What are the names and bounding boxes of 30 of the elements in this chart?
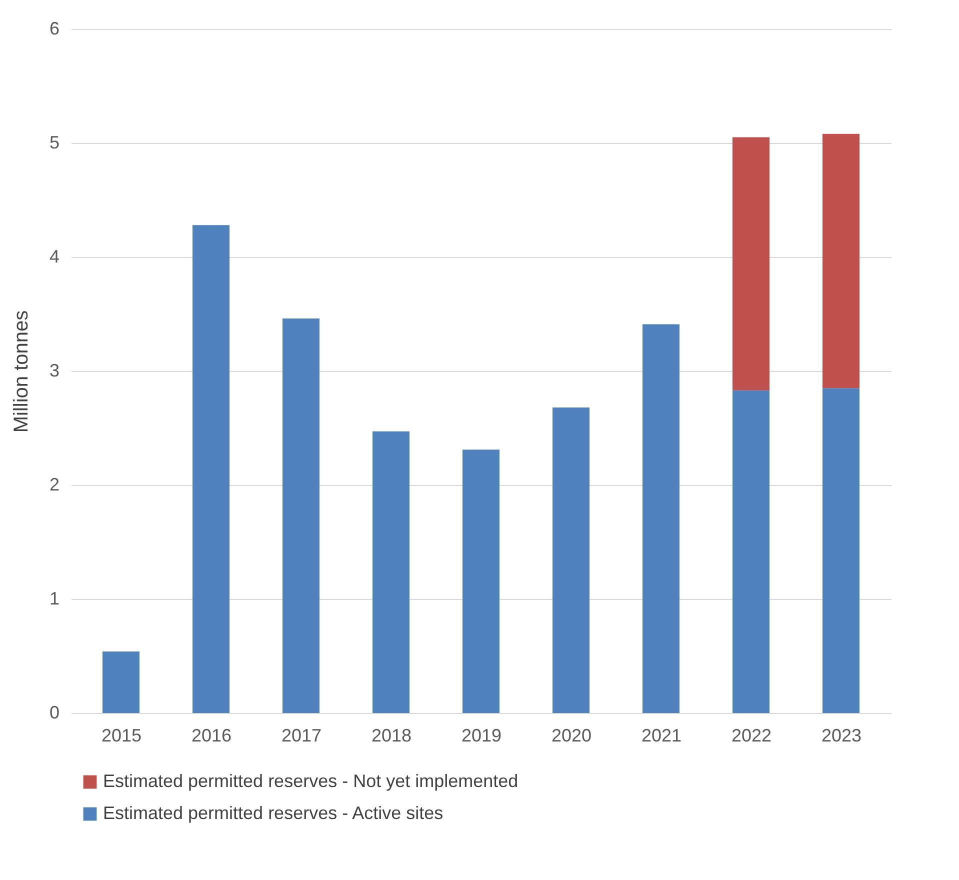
x-tick-label: 2022 [731, 726, 772, 746]
y-tick-label: 2 [49, 474, 60, 494]
bar [732, 390, 770, 713]
x-tick-label: 2015 [101, 726, 142, 746]
y-tick-label: 4 [49, 246, 60, 266]
bar [282, 318, 320, 713]
bar [822, 134, 860, 388]
x-tick-label: 2023 [821, 726, 862, 746]
bar [192, 225, 230, 713]
legend-label: Estimated permitted reserves - Not yet implemented [103, 771, 518, 791]
x-tick-label: 2018 [371, 726, 412, 746]
x-tick-label: 2016 [191, 726, 232, 746]
y-tick-label: 0 [49, 702, 60, 722]
bar [372, 431, 410, 713]
y-tick-label: 3 [49, 360, 60, 380]
x-tick-label: 2020 [551, 726, 592, 746]
y-tick-label: 5 [49, 132, 60, 152]
bar [102, 651, 140, 713]
y-tick-label: 1 [49, 588, 60, 608]
x-tick-label: 2019 [461, 726, 502, 746]
y-tick-label: 6 [49, 18, 60, 38]
bar [642, 324, 680, 713]
x-tick-label: 2021 [641, 726, 682, 746]
y-axis-title: Million tonnes [10, 310, 32, 433]
bar [552, 407, 590, 713]
bar [462, 450, 500, 713]
x-tick-label: 2017 [281, 726, 322, 746]
bar [732, 137, 770, 390]
legend-label: Estimated permitted reserves - Active sites [103, 803, 444, 823]
bar [822, 388, 860, 713]
